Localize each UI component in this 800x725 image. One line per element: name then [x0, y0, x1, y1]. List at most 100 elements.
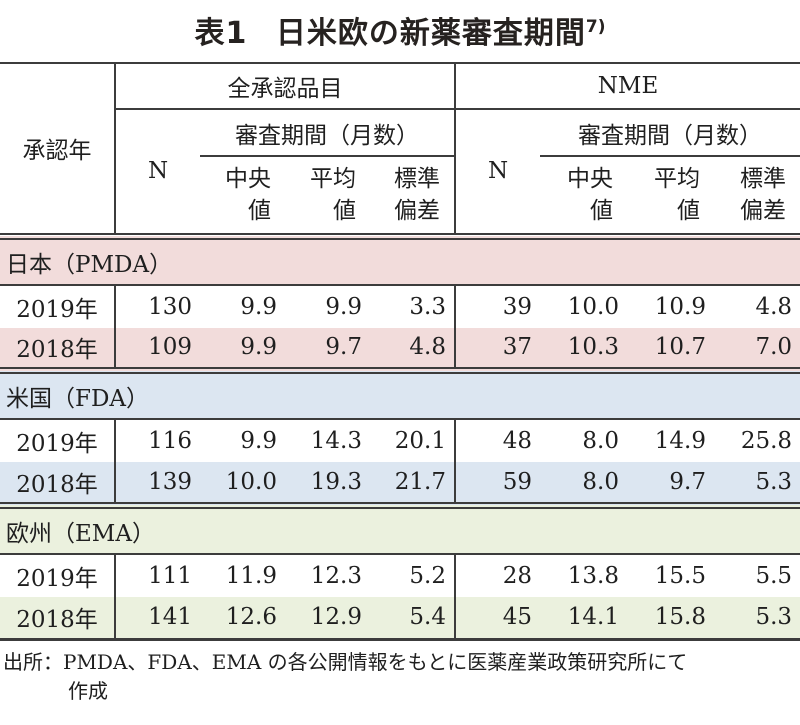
header-sd-line2: 偏差	[394, 197, 440, 224]
cell-nme-n: 39	[502, 293, 532, 320]
cell-all-median: 11.9	[225, 562, 277, 589]
cell-all-sd: 4.8	[370, 327, 456, 371]
header-row-groups: 承認年 全承認品目 NME	[0, 63, 800, 236]
cell-all-median: 12.6	[225, 604, 277, 631]
cell-nme-median: 8.0	[582, 468, 619, 495]
header-sd-line1: 標準	[394, 165, 440, 192]
header-sd-all: 標準 偏差	[370, 156, 456, 236]
cell-all-mean: 12.3	[310, 562, 362, 589]
table-title-text: 日米欧の新薬審査期間	[275, 16, 586, 51]
cell-all-n: 130	[148, 293, 192, 320]
cell-all-median: 9.9	[240, 334, 277, 361]
header-median-line1: 中央	[225, 165, 271, 192]
cell-all-sd: 5.4	[370, 596, 456, 640]
header-mean-nme: 平均値	[627, 156, 714, 236]
source-text-continued: 作成	[68, 679, 108, 703]
section-header-europe-ema: 欧州（EMA）	[0, 501, 800, 555]
table-row-europe-2018: 2018年 141 12.6 12.9 5.4 45 14.1 15.8 5.3	[0, 596, 800, 640]
cell-all-n: 141	[148, 604, 192, 631]
cell-nme-sd: 5.3	[755, 468, 793, 495]
table-row-europe-2019: 2019年 111 11.9 12.3 5.2 28 13.8 15.5 5.5	[0, 553, 800, 597]
cell-all-median: 9.9	[240, 428, 277, 454]
cell-nme-sd: 5.3	[755, 604, 793, 631]
cell-all-sd: 20.1	[370, 419, 456, 462]
header-mean-all: 平均値	[285, 156, 370, 236]
source-prefix: 出所：	[3, 650, 63, 674]
cell-year: 2019年	[0, 553, 116, 597]
table-number: 表1	[194, 16, 248, 51]
cell-nme-n: 48	[502, 428, 532, 454]
header-sd-line1: 標準	[740, 165, 787, 192]
source-line-2: 作成	[3, 677, 800, 706]
header-row-period: N 審査期間（月数） N 審査期間（月数）	[0, 109, 800, 184]
header-row-stats: 中央値 平均値 標準 偏差 中央値 平均値 標準 偏差	[0, 156, 800, 236]
table-title: 表1 日米欧の新薬審査期間7)	[0, 0, 800, 62]
header-review-period-nme: 審査期間（月数）	[540, 109, 800, 157]
cell-all-mean: 12.9	[310, 604, 362, 631]
header-median-line2: 値	[248, 197, 271, 224]
cell-nme-mean: 14.9	[654, 428, 706, 454]
section-header-us-fda: 米国（FDA）	[0, 367, 800, 420]
header-median-nme: 中央値	[540, 156, 627, 236]
cell-nme-median: 14.1	[567, 604, 619, 631]
header-median-all: 中央値	[200, 156, 285, 236]
cell-nme-median: 13.8	[567, 562, 619, 589]
review-period-table: 承認年 全承認品目 NME N 審査期間（月数） N 審査期間（月数） 中央値 …	[0, 62, 800, 641]
header-sd-line2: 偏差	[740, 197, 787, 224]
cell-all-median: 9.9	[240, 293, 277, 320]
cell-all-mean: 9.9	[325, 293, 362, 320]
header-n-nme: N	[487, 158, 509, 185]
section-title-us: 米国（FDA）	[0, 367, 800, 420]
cell-all-mean: 14.3	[310, 428, 362, 454]
cell-year: 2019年	[0, 419, 116, 462]
cell-nme-n: 45	[502, 604, 532, 631]
cell-all-n: 109	[148, 334, 192, 361]
cell-year: 2018年	[0, 327, 116, 371]
section-title-japan: 日本（PMDA）	[0, 232, 800, 286]
cell-all-mean: 19.3	[310, 468, 362, 495]
reference-superscript: 7)	[585, 17, 606, 37]
cell-year: 2018年	[0, 596, 116, 640]
cell-year: 2019年	[0, 284, 116, 328]
cell-all-n: 111	[148, 562, 192, 589]
cell-nme-mean: 15.8	[654, 604, 706, 631]
source-text: PMDA、FDA、EMA の各公開情報をもとに医薬産業政策研究所にて	[63, 650, 688, 674]
cell-nme-sd: 5.5	[755, 562, 793, 589]
cell-all-sd: 21.7	[370, 462, 456, 505]
cell-all-n: 116	[148, 428, 192, 454]
cell-nme-mean: 10.7	[654, 334, 706, 361]
cell-nme-median: 8.0	[582, 428, 619, 454]
cell-nme-median: 10.3	[567, 334, 619, 361]
cell-nme-median: 10.0	[567, 293, 619, 320]
header-n-all: N	[147, 158, 169, 185]
cell-nme-mean: 10.9	[654, 293, 706, 320]
header-mean-line2: 値	[333, 197, 356, 224]
cell-nme-sd: 4.8	[755, 293, 793, 320]
table-row-japan-2019: 2019年 130 9.9 9.9 3.3 39 10.0 10.9 4.8	[0, 284, 800, 328]
source-line-1: 出所：PMDA、FDA、EMA の各公開情報をもとに医薬産業政策研究所にて	[3, 648, 800, 677]
cell-nme-n: 59	[502, 468, 532, 495]
cell-year: 2018年	[0, 462, 116, 505]
header-approval-year: 承認年	[0, 63, 116, 236]
cell-nme-sd: 25.8	[740, 428, 793, 454]
header-sd-nme: 標準 偏差	[714, 156, 800, 236]
header-review-period-all: 審査期間（月数）	[200, 109, 456, 157]
header-group-nme: NME	[455, 63, 800, 110]
header-mean-line1: 平均	[654, 165, 700, 192]
cell-nme-sd: 7.0	[755, 334, 793, 361]
header-median-line2: 値	[590, 197, 613, 224]
header-mean-line2: 値	[677, 197, 700, 224]
header-median-line1: 中央	[567, 165, 613, 192]
cell-all-n: 139	[148, 468, 192, 495]
section-header-japan-pmda: 日本（PMDA）	[0, 232, 800, 286]
section-title-europe: 欧州（EMA）	[0, 501, 800, 555]
table-row-us-2018: 2018年 139 10.0 19.3 21.7 59 8.0 9.7 5.3	[0, 462, 800, 505]
cell-all-sd: 5.2	[370, 553, 456, 597]
table-row-us-2019: 2019年 116 9.9 14.3 20.1 48 8.0 14.9 25.8	[0, 419, 800, 462]
source-note: 出所：PMDA、FDA、EMA の各公開情報をもとに医薬産業政策研究所にて 作成	[0, 648, 800, 706]
cell-nme-mean: 15.5	[654, 562, 706, 589]
cell-nme-n: 37	[502, 334, 532, 361]
cell-nme-mean: 9.7	[669, 468, 706, 495]
table-row-japan-2018: 2018年 109 9.9 9.7 4.8 37 10.3 10.7 7.0	[0, 327, 800, 371]
